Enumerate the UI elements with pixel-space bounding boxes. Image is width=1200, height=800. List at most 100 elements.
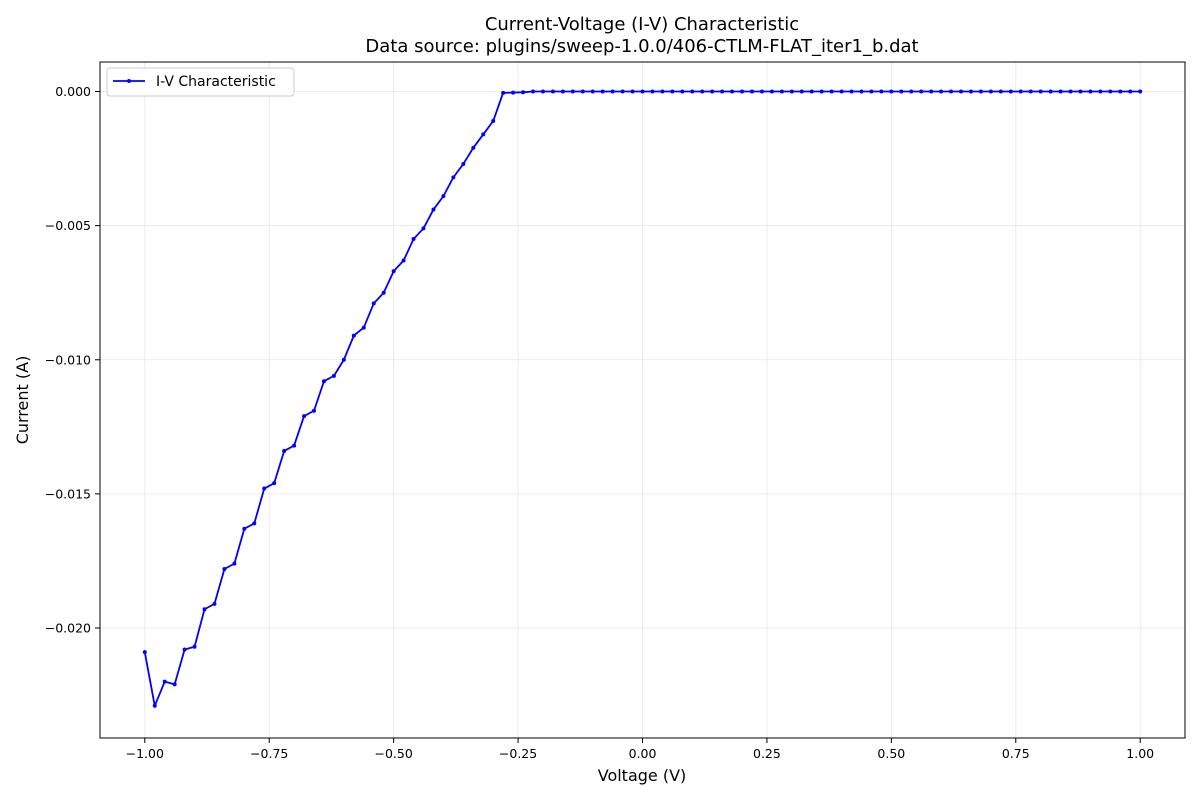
data-point (232, 561, 237, 566)
x-tick-label: −0.50 (374, 746, 412, 761)
data-point (939, 89, 944, 94)
data-point (929, 89, 934, 94)
data-point (371, 301, 376, 306)
data-point (401, 258, 406, 263)
ticks: −1.00 −0.75 −0.50 −0.25 0.00 0.25 0.50 0.75 1.00… (45, 84, 1154, 761)
data-point (1028, 89, 1033, 94)
legend: I-V Characteristic (106, 67, 295, 97)
data-point (959, 89, 964, 94)
x-tick-label: −0.25 (499, 746, 537, 761)
data-point (341, 357, 346, 362)
data-point (1008, 89, 1013, 94)
data-point (720, 89, 725, 94)
chart-subtitle: Data source: plugins/sweep-1.0.0/406-CTL… (365, 36, 918, 57)
data-point (1068, 89, 1073, 94)
data-point (978, 89, 983, 94)
data-point (1108, 89, 1113, 94)
data-point (570, 89, 575, 94)
data-point (172, 682, 177, 687)
data-point (1038, 89, 1043, 94)
data-point (580, 89, 585, 94)
data-point (839, 89, 844, 94)
data-point (690, 89, 695, 94)
data-point (521, 90, 526, 95)
data-point (670, 89, 675, 94)
data-point (998, 89, 1003, 94)
x-tick-label: −0.75 (250, 746, 288, 761)
data-point (610, 89, 615, 94)
data-point (451, 175, 456, 180)
data-point (331, 373, 336, 378)
data-point (491, 119, 496, 124)
data-point (361, 325, 366, 330)
data-point (630, 89, 635, 94)
data-point (650, 89, 655, 94)
data-point (1018, 89, 1023, 94)
legend-box (106, 67, 295, 97)
data-point (192, 644, 197, 649)
data-point (312, 408, 317, 413)
data-point (809, 89, 814, 94)
x-tick-label: 0.75 (1002, 746, 1030, 761)
x-tick-label: 0.25 (753, 746, 781, 761)
legend-label: I-V Characteristic (156, 74, 276, 90)
data-point (680, 89, 685, 94)
data-point (1078, 89, 1083, 94)
data-point (1058, 89, 1063, 94)
y-tick-label: −0.005 (45, 218, 91, 233)
data-point (511, 90, 516, 95)
data-point (471, 145, 476, 150)
y-tick-label: 0.000 (55, 84, 91, 99)
data-point (381, 290, 386, 295)
data-point (899, 89, 904, 94)
data-point (600, 89, 605, 94)
y-tick-label: −0.015 (45, 486, 91, 501)
data-point (700, 89, 705, 94)
data-point (919, 89, 924, 94)
data-point (759, 89, 764, 94)
legend-marker-swatch (127, 79, 131, 83)
x-axis-label: Voltage (V) (598, 766, 687, 785)
data-point (799, 89, 804, 94)
data-point (1138, 89, 1143, 94)
data-point (540, 89, 545, 94)
data-point (1098, 89, 1103, 94)
data-point (222, 567, 227, 571)
data-point (1088, 89, 1093, 94)
data-point (988, 89, 993, 94)
data-point (142, 650, 147, 655)
data-point (789, 89, 794, 94)
data-point (819, 89, 824, 94)
data-point (481, 132, 486, 137)
data-point (461, 161, 466, 166)
data-point (779, 89, 784, 94)
y-tick-label: −0.010 (45, 352, 91, 367)
data-point (531, 89, 535, 94)
data-point (968, 89, 973, 94)
data-point (162, 679, 167, 684)
x-tick-label: 0.00 (629, 746, 657, 761)
data-point (351, 333, 356, 338)
data-point (560, 89, 565, 94)
data-point (660, 89, 665, 94)
y-axis-label: Current (A) (13, 356, 32, 445)
data-point (1128, 89, 1133, 94)
data-point (262, 486, 267, 491)
data-point (710, 89, 715, 94)
data-point (1048, 89, 1053, 94)
data-point (1118, 89, 1123, 94)
data-point (202, 607, 207, 612)
data-point (272, 481, 277, 486)
data-point (282, 448, 287, 453)
data-point (391, 269, 396, 274)
data-point (889, 89, 894, 94)
data-point (212, 601, 217, 606)
data-point (421, 226, 426, 231)
data-point (152, 703, 157, 708)
data-point (909, 89, 914, 94)
data-point (849, 89, 854, 94)
data-point (879, 89, 884, 94)
data-point (829, 89, 834, 94)
